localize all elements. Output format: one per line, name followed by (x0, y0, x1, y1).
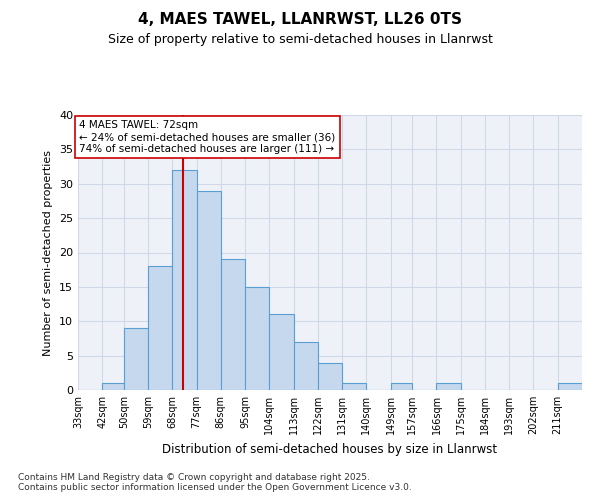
Bar (436, 383, 461, 390)
X-axis label: Distribution of semi-detached houses by size in Llanrwst: Distribution of semi-detached houses by … (163, 442, 497, 456)
Bar (172, 170, 197, 390)
Bar (269, 314, 293, 390)
Bar (197, 190, 221, 390)
Bar (221, 260, 245, 390)
Bar (293, 342, 318, 390)
Bar (558, 383, 582, 390)
Text: Contains HM Land Registry data © Crown copyright and database right 2025.
Contai: Contains HM Land Registry data © Crown c… (18, 473, 412, 492)
Text: 4 MAES TAWEL: 72sqm
← 24% of semi-detached houses are smaller (36)
74% of semi-d: 4 MAES TAWEL: 72sqm ← 24% of semi-detach… (79, 120, 335, 154)
Y-axis label: Number of semi-detached properties: Number of semi-detached properties (43, 150, 53, 356)
Bar (245, 287, 269, 390)
Bar (391, 383, 412, 390)
Text: Size of property relative to semi-detached houses in Llanrwst: Size of property relative to semi-detach… (107, 32, 493, 46)
Text: 4, MAES TAWEL, LLANRWST, LL26 0TS: 4, MAES TAWEL, LLANRWST, LL26 0TS (138, 12, 462, 28)
Bar (148, 266, 172, 390)
Bar (318, 362, 342, 390)
Bar (124, 328, 148, 390)
Bar (342, 383, 367, 390)
Bar (102, 383, 124, 390)
